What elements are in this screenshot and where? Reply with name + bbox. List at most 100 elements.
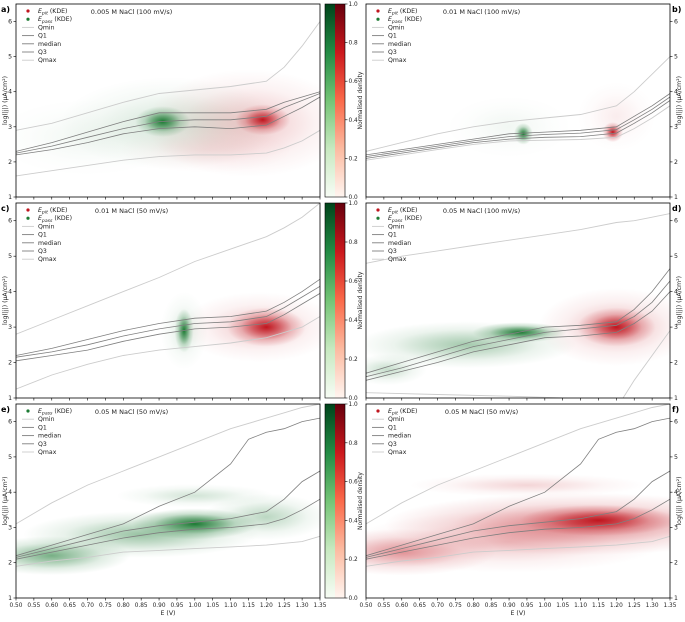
y-tick-label: 6 bbox=[8, 419, 12, 426]
line-q3 bbox=[366, 417, 670, 557]
pass-legend-marker bbox=[26, 216, 30, 220]
x-tick-label: 0.90 bbox=[503, 603, 516, 609]
y-tick-label: 5 bbox=[8, 253, 12, 260]
x-tick-label: 0.60 bbox=[45, 603, 58, 609]
pit-kde-blob bbox=[577, 81, 656, 152]
plot-frame bbox=[365, 3, 671, 198]
legend-label: Qmin bbox=[388, 416, 405, 423]
y-tick-label: 3 bbox=[674, 124, 678, 131]
panel-letter: b) bbox=[672, 5, 681, 14]
line-median bbox=[16, 285, 320, 358]
pit-kde-blob bbox=[366, 528, 497, 576]
x-tick-label: 0.85 bbox=[135, 603, 148, 609]
legend-label: Q1 bbox=[38, 232, 47, 239]
line-q3 bbox=[16, 91, 320, 152]
y-tick-label: 1 bbox=[674, 395, 678, 402]
colorbar-pass-strip bbox=[325, 4, 335, 197]
line-q1 bbox=[16, 96, 320, 156]
legend-label: Epit (KDE) bbox=[38, 207, 67, 216]
y-tick-label: 1 bbox=[674, 194, 678, 201]
line-qmax bbox=[366, 56, 670, 152]
x-tick-label: 1.00 bbox=[188, 603, 201, 609]
line-qmin bbox=[16, 535, 320, 567]
line-median bbox=[366, 280, 670, 378]
y-tick-label: 5 bbox=[8, 54, 12, 61]
plot-content bbox=[366, 56, 670, 161]
panel-title: 0.01 M NaCl (100 mV/s) bbox=[443, 8, 520, 16]
legend-label: Qmin bbox=[388, 24, 405, 31]
pass-legend-marker bbox=[26, 409, 30, 413]
pit-legend-marker bbox=[376, 409, 380, 413]
y-axis-label: log(|j|) (µA/cm²) bbox=[2, 76, 9, 125]
x-tick-label: 0.75 bbox=[449, 603, 462, 609]
x-tick-label: 1.15 bbox=[242, 603, 255, 609]
y-tick-label: 4 bbox=[8, 289, 12, 296]
panel-letter: a) bbox=[1, 5, 10, 14]
colorbar-tick-label: 0.4 bbox=[349, 518, 359, 524]
y-tick-label: 2 bbox=[8, 159, 12, 166]
colorbar-1: 0.0 0.2 0.4 0.6 0.8 1.0 Normalised density bbox=[324, 2, 364, 201]
plot-frame bbox=[365, 403, 671, 599]
x-tick-label: 1.35 bbox=[664, 603, 677, 609]
plot-content bbox=[16, 203, 320, 390]
legend-label: Qmin bbox=[388, 223, 405, 230]
y-tick-label: 1 bbox=[8, 194, 12, 201]
legend-label: median bbox=[388, 41, 411, 48]
panel-title: 0.01 M NaCl (50 mV/s) bbox=[95, 207, 168, 215]
legend-label: Q3 bbox=[388, 441, 397, 448]
colorbar-2: 0.0 0.2 0.4 0.6 0.8 1.0 Normalised density bbox=[324, 201, 364, 402]
legend-label: Epit (KDE) bbox=[38, 8, 67, 17]
x-tick-label: 1.10 bbox=[224, 603, 237, 609]
line-qmax bbox=[16, 21, 320, 131]
panel-letter: e) bbox=[1, 405, 10, 414]
legend-label: Epass (KDE) bbox=[38, 408, 72, 417]
x-tick-label: 1.20 bbox=[610, 603, 623, 609]
line-qmin bbox=[16, 129, 320, 177]
plot-content bbox=[366, 213, 670, 398]
colorbar-pit-strip bbox=[335, 4, 345, 197]
y-tick-label: 6 bbox=[8, 218, 12, 225]
y-tick-label: 3 bbox=[8, 124, 12, 131]
legend-label: median bbox=[38, 433, 61, 440]
y-tick-label: 6 bbox=[674, 19, 678, 26]
line-qmin bbox=[366, 105, 670, 161]
legend-label: median bbox=[38, 240, 61, 247]
panel-letter: c) bbox=[1, 204, 9, 213]
pit-legend-marker bbox=[26, 9, 30, 13]
line-qmax bbox=[16, 203, 320, 335]
pit-legend-marker bbox=[26, 208, 30, 212]
pit-kde-blob bbox=[577, 307, 656, 347]
pass-kde-blob bbox=[446, 95, 573, 158]
pass-kde-blob bbox=[116, 484, 274, 508]
panel-letter: d) bbox=[672, 204, 681, 213]
colorbar-tick-label: 0.8 bbox=[349, 441, 359, 447]
colorbar-label: Normalised density bbox=[357, 71, 364, 129]
y-tick-label: 3 bbox=[674, 324, 678, 331]
y-tick-label: 4 bbox=[674, 289, 678, 296]
y-axis-label: log(|j|) (µA/cm²) bbox=[676, 276, 683, 325]
plot-content bbox=[16, 404, 320, 576]
x-tick-label: 1.25 bbox=[278, 603, 291, 609]
colorbar-pass-strip bbox=[325, 203, 335, 398]
plot-frame bbox=[365, 202, 671, 399]
y-tick-label: 4 bbox=[674, 489, 678, 496]
panel-title: 0.05 M NaCl (50 mV/s) bbox=[445, 408, 518, 416]
colorbar-pit-strip bbox=[335, 203, 345, 398]
y-tick-label: 6 bbox=[8, 19, 12, 26]
panel-title: 0.05 M NaCl (100 mV/s) bbox=[443, 207, 520, 215]
y-tick-label: 4 bbox=[8, 489, 12, 496]
colorbar-label: Normalised density bbox=[357, 271, 364, 329]
legend-label: Qmax bbox=[38, 449, 57, 456]
legend-label: Epit (KDE) bbox=[388, 8, 417, 17]
line-qmax bbox=[366, 404, 670, 525]
pit-kde-blob bbox=[119, 126, 293, 173]
x-axis-label: E (V) bbox=[161, 610, 176, 617]
panel-d: 1 2 3 4 5 6 log(|j|) (µA/cm²) d) 0.05 M NaCl (10… bbox=[365, 202, 683, 402]
colorbar-pass-strip bbox=[325, 404, 335, 598]
plot-content bbox=[16, 21, 320, 178]
